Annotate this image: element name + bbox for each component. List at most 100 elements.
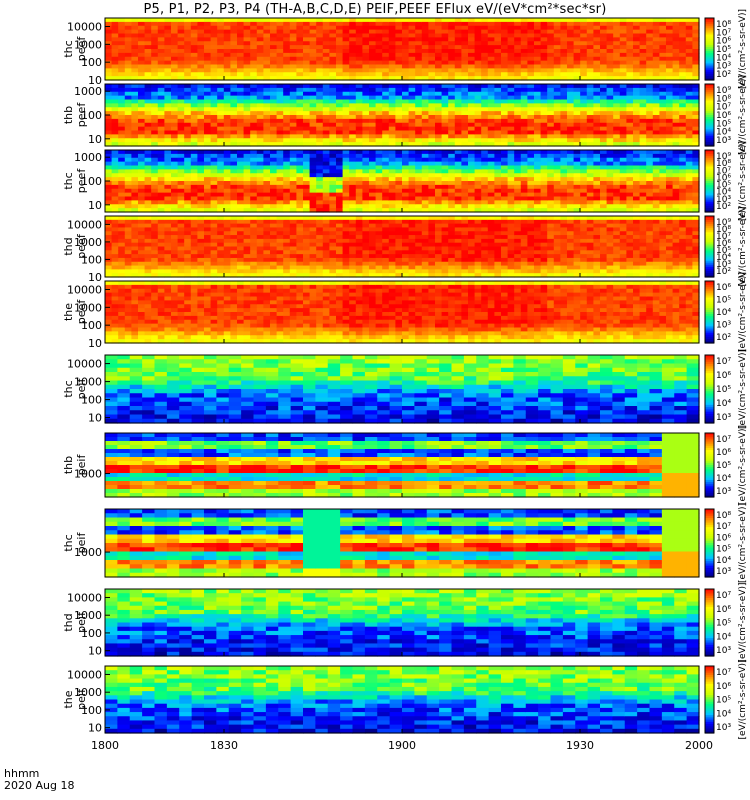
- heat-cell: [190, 216, 198, 221]
- heat-cell: [151, 231, 159, 236]
- heat-cell: [633, 60, 641, 66]
- heat-cell: [402, 126, 410, 132]
- heat-cell: [507, 49, 515, 54]
- heat-cell: [190, 134, 198, 139]
- heat-cell: [567, 200, 575, 205]
- heat-cell: [659, 56, 667, 62]
- heat-cell: [586, 134, 594, 139]
- heat-cell: [151, 52, 159, 58]
- heat-cell: [256, 235, 264, 240]
- heat-cell: [217, 254, 225, 259]
- heat-cell: [600, 118, 608, 124]
- heat-cell: [553, 45, 561, 50]
- heat-cell: [454, 204, 462, 209]
- heat-cell: [355, 161, 363, 167]
- heat-cell: [375, 142, 383, 147]
- heat-cell: [540, 111, 548, 116]
- heat-cell: [507, 41, 515, 46]
- colorbar-segment: [705, 199, 714, 203]
- heat-cell: [435, 37, 443, 42]
- heat-cell: [177, 142, 185, 147]
- heat-cell: [289, 196, 297, 201]
- colorbar-segment: [705, 53, 714, 56]
- heat-cell: [118, 122, 126, 128]
- heat-cell: [613, 52, 621, 58]
- heat-cell: [157, 18, 165, 23]
- heat-cell: [639, 173, 647, 178]
- heat-cell: [131, 173, 139, 178]
- heat-cell: [666, 111, 674, 116]
- heat-cell: [105, 111, 113, 116]
- heat-cell: [309, 196, 317, 201]
- heat-cell: [342, 126, 350, 132]
- heat-cell: [672, 204, 680, 209]
- heat-cell: [619, 165, 627, 170]
- heat-cell: [586, 72, 594, 77]
- heat-cell: [336, 192, 344, 198]
- heat-cell: [355, 76, 363, 81]
- heat-cell: [243, 72, 251, 77]
- heat-cell: [369, 165, 377, 170]
- heat-cell: [131, 246, 139, 251]
- heat-cell: [276, 254, 284, 259]
- heat-cell: [210, 91, 218, 97]
- heat-cell: [144, 250, 152, 255]
- heat-cell: [567, 181, 575, 186]
- heat-cell: [296, 269, 304, 274]
- heat-cell: [461, 153, 469, 159]
- heat-cell: [210, 142, 218, 147]
- heat-cell: [679, 196, 687, 201]
- heat-cell: [501, 118, 509, 124]
- heat-cell: [461, 173, 469, 178]
- heat-cell: [553, 21, 561, 27]
- heat-cell: [138, 216, 146, 221]
- colorbar-segment: [705, 174, 714, 178]
- heat-cell: [540, 173, 548, 178]
- heat-cell: [435, 204, 443, 209]
- heat-cell: [131, 56, 139, 62]
- heat-cell: [527, 204, 535, 209]
- heat-cell: [520, 95, 528, 101]
- heat-cell: [276, 134, 284, 139]
- heat-cell: [316, 126, 324, 132]
- heat-cell: [468, 103, 476, 108]
- heat-cell: [527, 181, 535, 186]
- heat-cell: [256, 41, 264, 46]
- heat-cell: [494, 111, 502, 116]
- heat-cell: [177, 208, 185, 213]
- heat-cell: [243, 118, 251, 124]
- heat-cell: [626, 41, 634, 46]
- heat-cell: [131, 45, 139, 50]
- heat-cell: [481, 103, 489, 108]
- heat-cell: [468, 37, 476, 42]
- heat-cell: [223, 60, 231, 66]
- heat-cell: [223, 200, 231, 205]
- heat-cell: [441, 49, 449, 54]
- heat-cell: [441, 161, 449, 167]
- heat-cell: [481, 45, 489, 50]
- heat-cell: [237, 41, 245, 46]
- heat-cell: [138, 126, 146, 132]
- heat-cell: [441, 76, 449, 81]
- heat-cell: [461, 134, 469, 139]
- heat-cell: [151, 95, 159, 101]
- heat-cell: [157, 216, 165, 221]
- heat-cell: [289, 238, 297, 244]
- heat-cell: [263, 37, 271, 42]
- heat-cell: [111, 257, 119, 263]
- heat-cell: [501, 142, 509, 147]
- heat-cell: [190, 238, 198, 244]
- heat-cell: [593, 87, 601, 93]
- heat-cell: [118, 138, 126, 143]
- heat-cell: [375, 115, 383, 120]
- heat-cell: [204, 122, 212, 128]
- heat-cell: [461, 181, 469, 186]
- heat-cell: [421, 192, 429, 198]
- heat-cell: [474, 196, 482, 201]
- heat-cell: [210, 250, 218, 255]
- heat-cell: [223, 29, 231, 35]
- heat-cell: [613, 204, 621, 209]
- heat-cell: [428, 91, 436, 97]
- heat-cell: [184, 261, 192, 267]
- heat-cell: [250, 219, 258, 225]
